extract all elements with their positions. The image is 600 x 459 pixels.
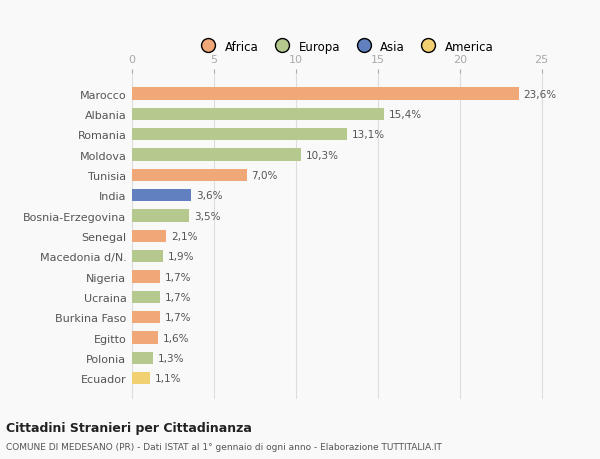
Bar [132, 190, 191, 202]
Bar [132, 210, 190, 222]
Text: Cittadini Stranieri per Cittadinanza: Cittadini Stranieri per Cittadinanza [6, 421, 252, 434]
Text: 23,6%: 23,6% [524, 90, 557, 99]
Bar [132, 372, 150, 385]
Bar [132, 352, 154, 364]
Text: 15,4%: 15,4% [389, 110, 422, 120]
Text: 3,6%: 3,6% [196, 191, 223, 201]
Bar [132, 291, 160, 303]
Text: 1,3%: 1,3% [158, 353, 185, 363]
Text: 1,7%: 1,7% [165, 272, 191, 282]
Bar [132, 271, 160, 283]
Bar [132, 332, 158, 344]
Text: 10,3%: 10,3% [305, 150, 338, 160]
Text: 1,1%: 1,1% [155, 374, 181, 383]
Legend: Africa, Europa, Asia, America: Africa, Europa, Asia, America [193, 37, 497, 57]
Text: COMUNE DI MEDESANO (PR) - Dati ISTAT al 1° gennaio di ogni anno - Elaborazione T: COMUNE DI MEDESANO (PR) - Dati ISTAT al … [6, 442, 442, 451]
Text: 13,1%: 13,1% [352, 130, 385, 140]
Bar [132, 169, 247, 182]
Bar [132, 129, 347, 141]
Text: 1,6%: 1,6% [163, 333, 190, 343]
Text: 3,5%: 3,5% [194, 211, 221, 221]
Bar [132, 108, 385, 121]
Text: 7,0%: 7,0% [251, 171, 278, 180]
Bar [132, 149, 301, 161]
Bar [132, 230, 166, 242]
Bar [132, 312, 160, 324]
Bar [132, 88, 518, 101]
Text: 2,1%: 2,1% [172, 231, 198, 241]
Text: 1,7%: 1,7% [165, 313, 191, 323]
Text: 1,7%: 1,7% [165, 292, 191, 302]
Bar [132, 251, 163, 263]
Text: 1,9%: 1,9% [168, 252, 194, 262]
